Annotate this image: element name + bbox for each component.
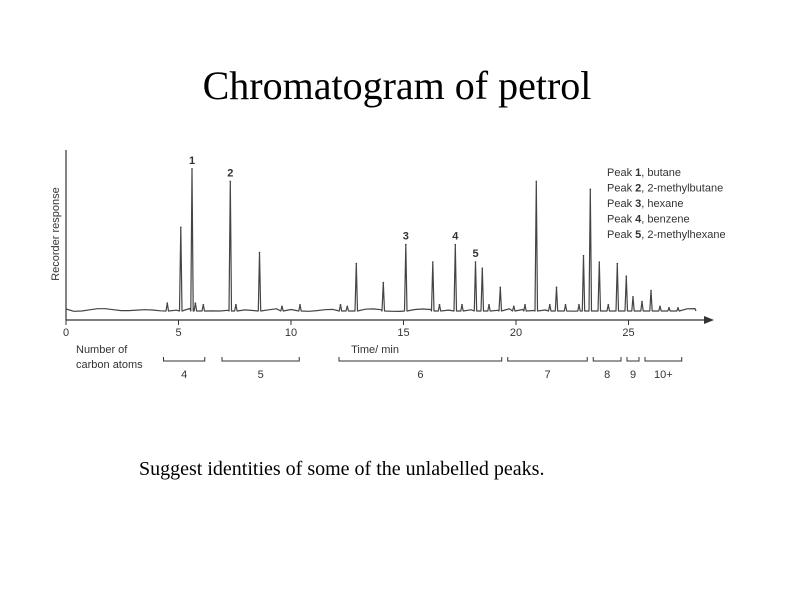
carbon-group-bracket: [626, 357, 640, 362]
peak-apex: [659, 305, 661, 308]
peak-apex: [499, 286, 502, 289]
peak-apex: [677, 307, 679, 309]
peak-apex: [382, 281, 385, 284]
peak-number-label: 3: [403, 231, 409, 243]
question-text: Suggest identities of some of the unlabe…: [139, 458, 545, 480]
peak-apex: [438, 303, 441, 306]
carbon-group-label: 7: [544, 369, 550, 381]
peak-apex: [194, 302, 197, 304]
carbon-group-bracket: [592, 357, 622, 362]
peak-apex: [668, 307, 670, 309]
peak-apex: [650, 289, 652, 292]
carbon-group-bracket: [644, 357, 683, 362]
x-tick-label: 25: [622, 327, 634, 339]
peak-apex: [481, 267, 484, 270]
x-tick-label: 10: [285, 327, 297, 339]
peak-apex: [474, 261, 477, 263]
peak-apex: [180, 226, 182, 229]
peak-apex: [346, 305, 349, 308]
carbon-group-bracket: [338, 357, 503, 362]
peak-number-label: 2: [227, 167, 233, 179]
carbon-group-bracket: [163, 357, 206, 362]
x-tick-label: 20: [510, 327, 522, 339]
legend-entry: Peak 2, 2-methylbutane: [607, 183, 723, 195]
carbon-group-label: 5: [258, 369, 264, 381]
peak-apex: [625, 275, 628, 278]
peak-apex: [524, 303, 526, 306]
peak-apex: [607, 303, 610, 306]
peak-apex: [235, 303, 237, 306]
carbon-group-label: 6: [417, 369, 423, 381]
carbon-label-line1: Number of: [76, 344, 128, 356]
legend-entry: Peak 5, 2-methylhexane: [607, 229, 726, 241]
carbon-label-line2: carbon atoms: [76, 359, 143, 371]
peak-apex: [281, 305, 283, 308]
peak-apex: [589, 188, 592, 191]
peak-apex: [355, 262, 358, 265]
peak-apex: [461, 303, 463, 306]
peak-apex: [339, 303, 342, 306]
legend-entry: Peak 1, butane: [607, 167, 681, 179]
legend: Peak 1, butane Peak 2, 2-methylbutane Peak…: [607, 167, 726, 241]
peak-apex: [549, 303, 551, 306]
peak-number-label: 1: [189, 155, 195, 167]
x-tick-label: 5: [175, 327, 181, 339]
peak-apex: [229, 180, 232, 183]
carbon-group-label: 4: [181, 369, 187, 381]
peak-apex: [258, 251, 261, 254]
peak-apex: [582, 254, 585, 257]
peak-number-label: 4: [452, 231, 459, 243]
carbon-group-bracket: [507, 357, 588, 362]
peak-apex: [191, 168, 193, 170]
peak-apex: [299, 303, 301, 306]
x-tick-label: 15: [397, 327, 409, 339]
peak-apex: [564, 303, 567, 306]
legend-entry: Peak 4, benzene: [607, 214, 690, 226]
x-tick-label: 0: [63, 327, 69, 339]
peak-apex: [488, 303, 490, 306]
carbon-group-label: 9: [630, 369, 636, 381]
peak-apex: [535, 180, 538, 183]
slide-title: Chromatogram of petrol: [202, 63, 592, 108]
chromatogram-trace: [65, 168, 697, 312]
x-axis: 0 5 10 15 20 25 Time/ min: [63, 316, 714, 356]
carbon-group-label: 10+: [654, 369, 673, 381]
peak-apex: [598, 261, 601, 263]
carbon-group-label: 8: [604, 369, 610, 381]
peak-apex: [555, 286, 558, 289]
peak-apex: [166, 302, 169, 304]
y-axis-label: Recorder response: [50, 187, 62, 281]
peak-number-label: 5: [472, 248, 478, 260]
legend-entry: Peak 3, hexane: [607, 198, 683, 210]
peak-apex: [616, 262, 619, 265]
peak-apex: [578, 303, 580, 306]
peak-apex: [454, 243, 457, 246]
peak-apex: [513, 305, 515, 308]
peak-apex: [202, 303, 205, 306]
peak-apex: [405, 243, 407, 246]
carbon-group-bracket: [221, 357, 300, 362]
x-axis-arrow: [704, 316, 714, 324]
peak-apex: [641, 300, 643, 303]
x-axis-label: Time/ min: [351, 344, 399, 356]
peak-apex: [432, 261, 434, 263]
peak-apex: [632, 296, 634, 298]
carbon-groups: Number of carbon atoms 4 5 6 7 8 9 10+: [76, 344, 683, 381]
y-axis: Recorder response: [50, 150, 67, 320]
